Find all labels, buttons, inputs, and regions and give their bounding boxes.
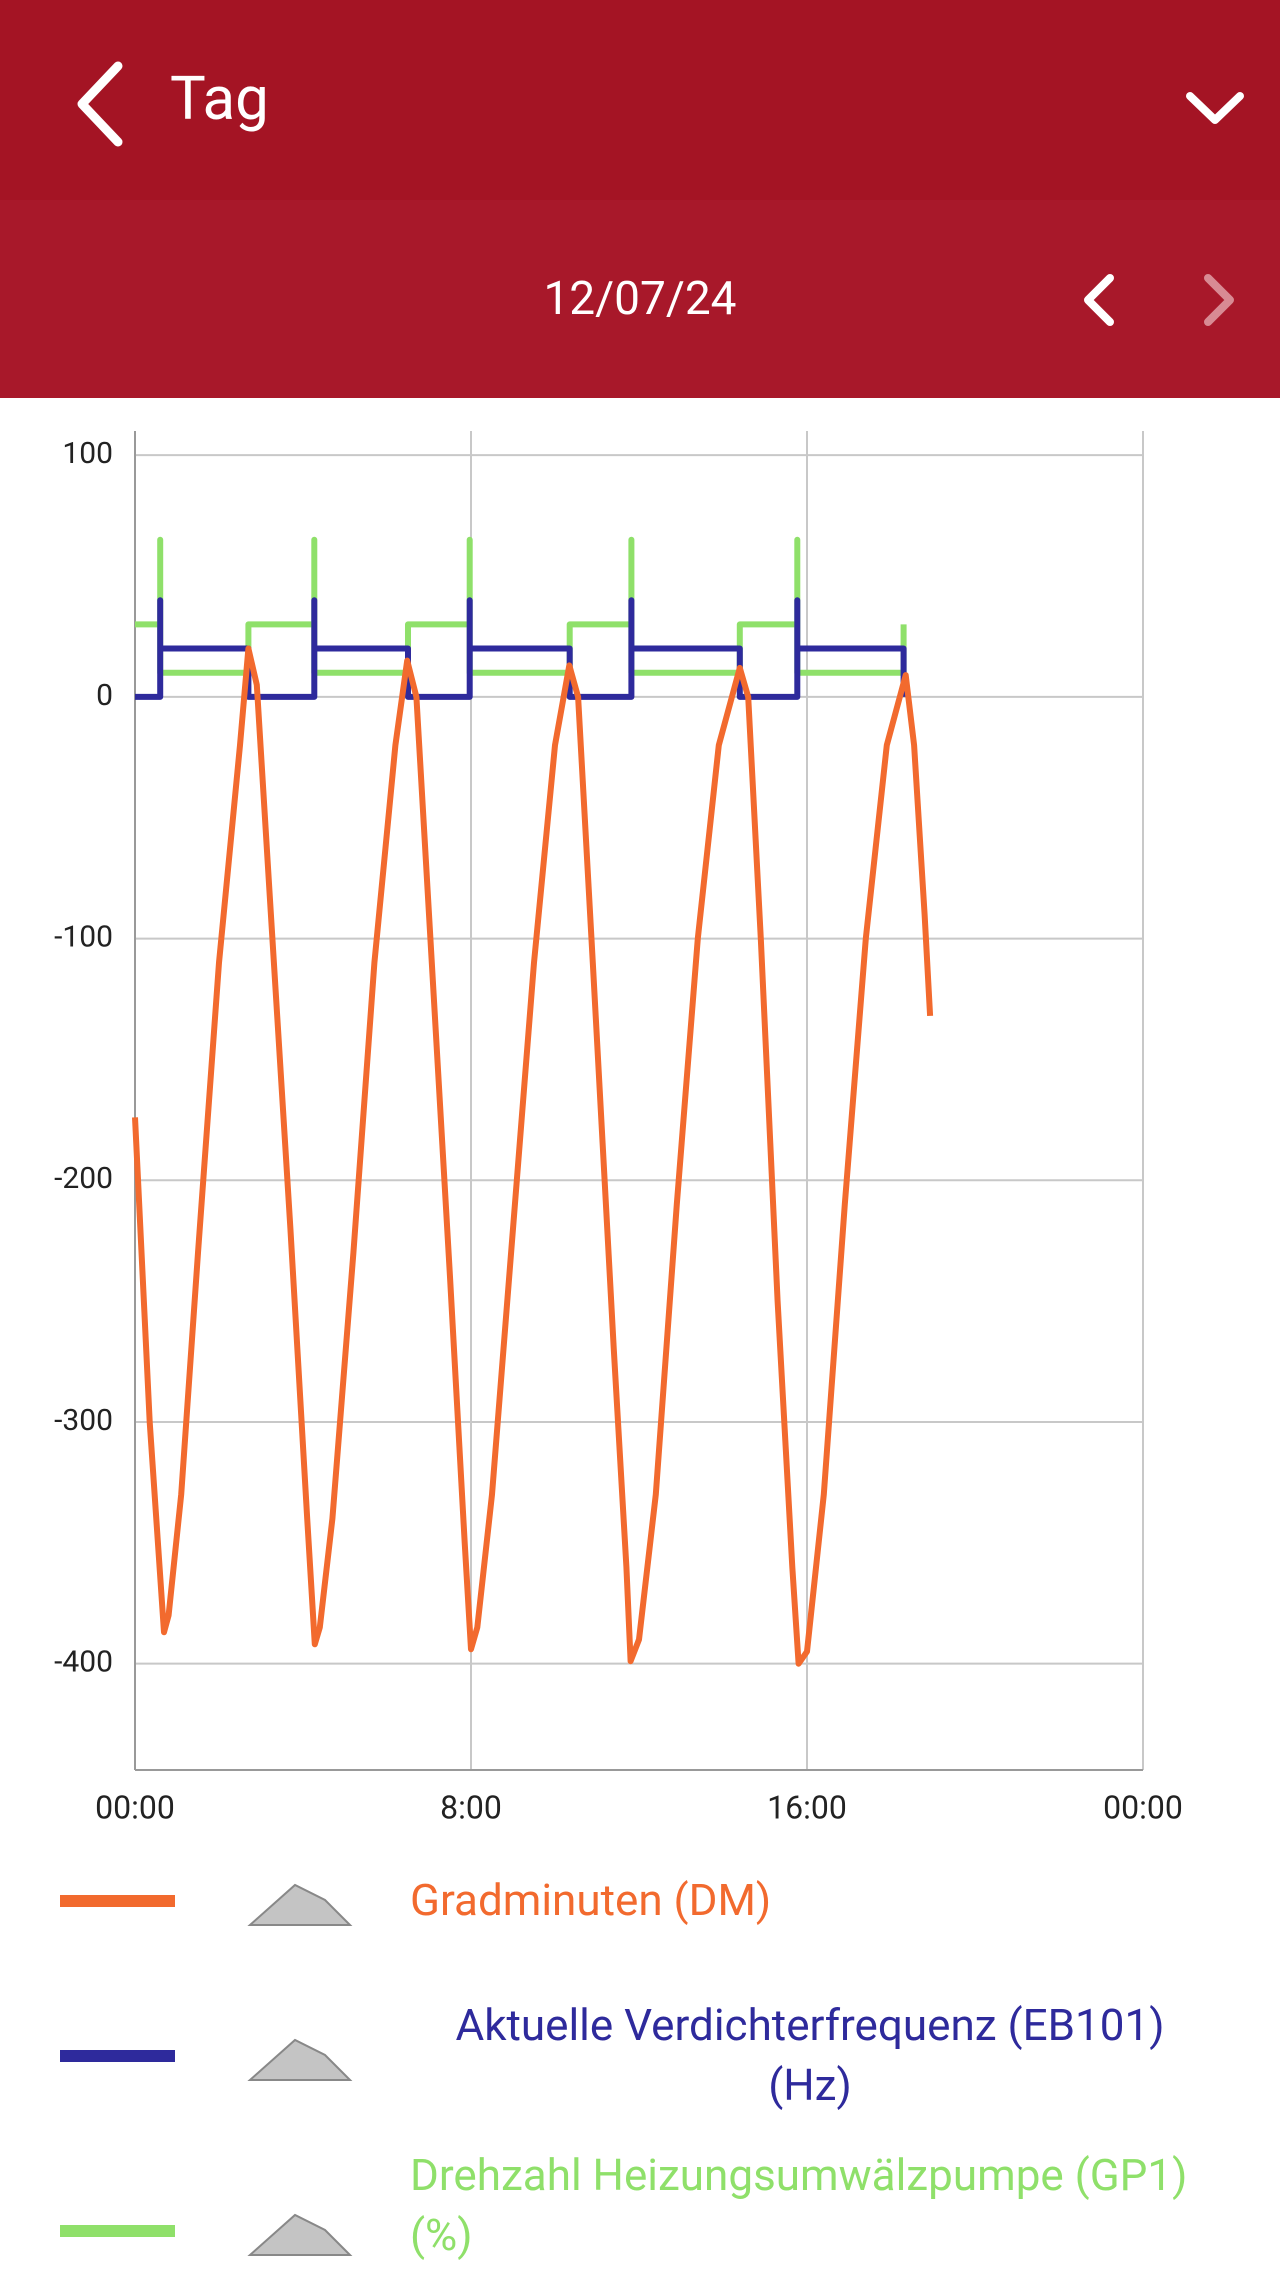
legend-swatch bbox=[60, 2050, 175, 2062]
legend-swatch bbox=[60, 1895, 175, 1907]
y-tick-label: 100 bbox=[62, 436, 113, 471]
y-tick-label: 0 bbox=[96, 678, 113, 713]
legend-label: Drehzahl Heizungsumwälzpumpe (GP1) (%) bbox=[410, 2149, 1188, 2261]
y-tick-label: -400 bbox=[54, 1645, 113, 1680]
y-tick-label: -200 bbox=[54, 1161, 113, 1196]
chart: -400 -300 -200 -100 0 100 00:00 8:00 16:00 00:00 bbox=[54, 431, 1183, 1826]
screen-title: Tag bbox=[170, 63, 269, 134]
legend-label: Gradminuten (DM) bbox=[410, 1874, 772, 1926]
header: Tag 12/07/24 bbox=[0, 0, 1280, 398]
next-day-button[interactable] bbox=[1204, 274, 1234, 326]
date-label: 12/07/24 bbox=[543, 272, 736, 326]
x-tick-label: 00:00 bbox=[95, 1788, 175, 1826]
x-tick-label: 8:00 bbox=[440, 1788, 502, 1826]
dropdown-button[interactable] bbox=[1186, 92, 1244, 124]
y-tick-label: -300 bbox=[54, 1403, 113, 1438]
legend-swatch bbox=[60, 2225, 175, 2237]
back-button[interactable] bbox=[77, 61, 123, 147]
data-line bbox=[132, 645, 934, 1667]
app-bar bbox=[0, 0, 1280, 200]
x-tick-label: 16:00 bbox=[767, 1788, 847, 1826]
legend-icon[interactable] bbox=[245, 2200, 355, 2260]
x-tick-label: 00:00 bbox=[1103, 1788, 1183, 1826]
legend-icon[interactable] bbox=[245, 1870, 355, 1930]
legend-icon[interactable] bbox=[245, 2025, 355, 2085]
legend-label: Aktuelle Verdichterfrequenz (EB101) (Hz) bbox=[455, 1999, 1165, 2111]
y-tick-label: -100 bbox=[54, 919, 113, 954]
date-bar bbox=[0, 200, 1280, 398]
prev-day-button[interactable] bbox=[1084, 274, 1114, 326]
